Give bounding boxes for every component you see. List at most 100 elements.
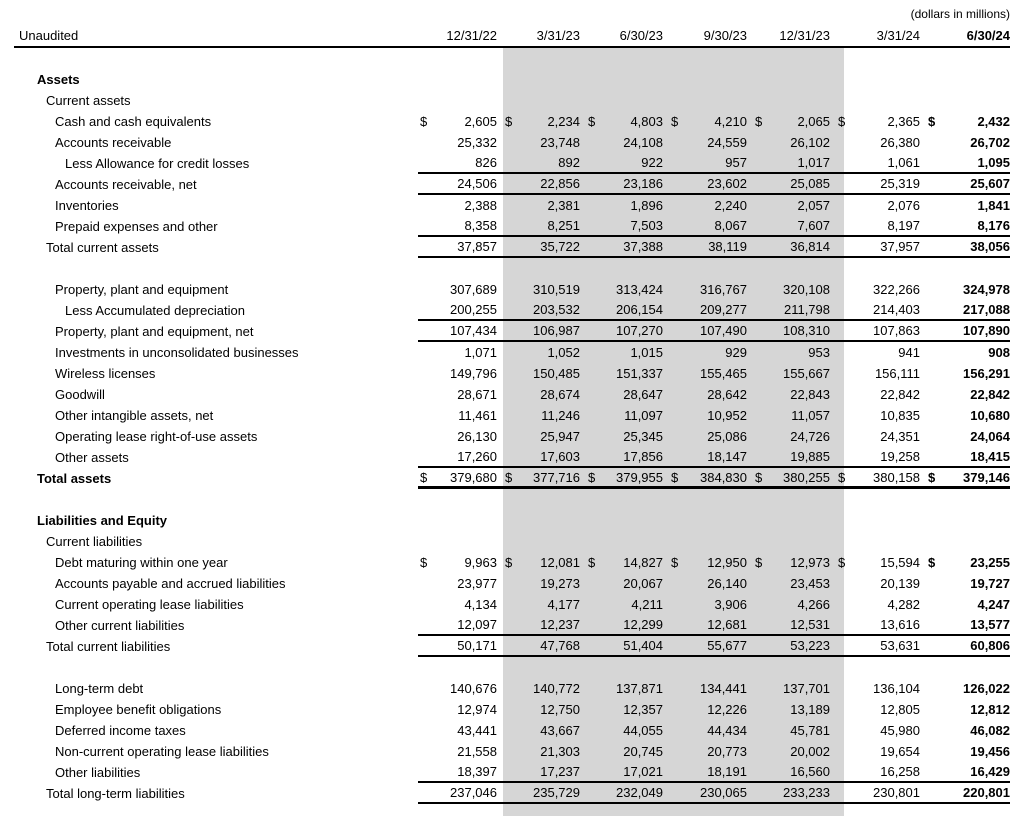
- cell-value: 20,745: [623, 744, 663, 759]
- cell-value: 4,803: [630, 114, 663, 129]
- table-body: Assets Current assets Cash and cash equiva…: [14, 48, 1010, 804]
- value-cell: 1,015: [586, 342, 663, 363]
- value-cell: 12,531: [753, 615, 830, 634]
- row-values: 826 892 922 957 1,017 1,061 1,095: [418, 153, 1010, 174]
- dollar-sign: $: [928, 114, 936, 129]
- value-cell: [836, 48, 920, 69]
- value-cell: [669, 90, 747, 111]
- value-cell: [586, 510, 663, 531]
- cell-value: 47,768: [540, 638, 580, 653]
- cell-value: 19,885: [790, 449, 830, 464]
- row-values: 1,071 1,052 1,015 929 953 941 908: [418, 342, 1010, 363]
- cell-value: 320,108: [783, 282, 830, 297]
- row-label: Non-current operating lease liabilities: [55, 744, 269, 759]
- table-row: Investments in unconsolidated businesses…: [14, 342, 1010, 363]
- value-cell: 3,906: [669, 594, 747, 615]
- dollar-sign: $: [755, 114, 763, 129]
- cell-value: 1,095: [977, 155, 1010, 170]
- cell-value: 12,531: [790, 617, 830, 632]
- cell-value: 11,057: [791, 408, 830, 423]
- value-cell: $12,081: [503, 552, 580, 573]
- cell-value: 24,351: [880, 429, 920, 444]
- row-values: $9,963 $12,081 $14,827 $12,950 $12,973 $15,59…: [418, 552, 1010, 573]
- cell-value: 214,403: [873, 302, 920, 317]
- value-cell: [418, 531, 497, 552]
- spacer-row: [14, 258, 1010, 279]
- value-cell: [753, 69, 830, 90]
- row-values: $379,680 $377,716 $379,955 $384,830 $380,255…: [418, 468, 1010, 489]
- value-cell: 2,240: [669, 195, 747, 216]
- cell-value: 150,485: [533, 366, 580, 381]
- table-row: Long-term debt 140,676 140,772 137,871 134,4…: [14, 678, 1010, 699]
- cell-value: 24,726: [790, 429, 830, 444]
- cell-value: 233,233: [783, 785, 830, 800]
- value-cell: 45,781: [753, 720, 830, 741]
- value-cell: $377,716: [503, 468, 580, 486]
- value-cell: 11,246: [503, 405, 580, 426]
- value-cell: [836, 510, 920, 531]
- spacer-row: [14, 657, 1010, 678]
- cell-value: 44,434: [707, 723, 747, 738]
- row-label: Total assets: [37, 471, 112, 486]
- table-row: Other current liabilities 12,097 12,237 12,…: [14, 615, 1010, 636]
- cell-value: 11,461: [458, 408, 497, 423]
- row-values: [418, 531, 1010, 552]
- value-cell: 1,095: [926, 153, 1010, 172]
- row-label: Long-term debt: [55, 681, 144, 696]
- cell-value: 379,146: [963, 469, 1010, 485]
- row-label: Other current liabilities: [55, 618, 185, 633]
- value-cell: 107,270: [586, 321, 663, 340]
- cell-value: 12,973: [790, 555, 830, 570]
- value-cell: 23,977: [418, 573, 497, 594]
- cell-value: 20,773: [707, 744, 747, 759]
- value-cell: $384,830: [669, 468, 747, 486]
- row-values: 149,796 150,485 151,337 155,465 155,667 156,1…: [418, 363, 1010, 384]
- cell-value: 7,607: [797, 218, 830, 233]
- value-cell: 156,111: [836, 363, 920, 384]
- value-cell: [418, 48, 497, 69]
- value-cell: 19,654: [836, 741, 920, 762]
- value-cell: [753, 48, 830, 69]
- table-row: Less Allowance for credit losses 826 892 92…: [14, 153, 1010, 174]
- row-values: 17,260 17,603 17,856 18,147 19,885 19,258 18,4…: [418, 447, 1010, 468]
- cell-value: 17,260: [457, 449, 497, 464]
- table-row: Employee benefit obligations 12,974 12,750…: [14, 699, 1010, 720]
- value-cell: $14,827: [586, 552, 663, 573]
- value-cell: [503, 531, 580, 552]
- value-cell: [836, 258, 920, 279]
- cell-value: 313,424: [616, 282, 663, 297]
- value-cell: [926, 489, 1010, 510]
- value-cell: 23,602: [669, 174, 747, 193]
- row-values: 237,046 235,729 232,049 230,065 233,233 230,8…: [418, 783, 1010, 804]
- column-header: 9/30/23: [703, 28, 747, 43]
- value-cell: [926, 657, 1010, 678]
- value-cell: [418, 258, 497, 279]
- table-row: Liabilities and Equity: [14, 510, 1010, 531]
- value-cell: 23,453: [753, 573, 830, 594]
- value-cell: [669, 69, 747, 90]
- row-label: Accounts receivable: [55, 135, 172, 150]
- value-cell: 310,519: [503, 279, 580, 300]
- value-cell: 24,351: [836, 426, 920, 447]
- value-cell: 11,461: [418, 405, 497, 426]
- cell-value: 23,186: [623, 176, 663, 191]
- value-cell: 38,119: [669, 237, 747, 256]
- row-values: 8,358 8,251 7,503 8,067 7,607 8,197 8,176: [418, 216, 1010, 237]
- table-row: Wireless licenses 149,796 150,485 151,337 15…: [14, 363, 1010, 384]
- cell-value: 2,234: [547, 114, 580, 129]
- value-cell: 10,952: [669, 405, 747, 426]
- value-cell: 55,677: [669, 636, 747, 655]
- value-cell: [669, 489, 747, 510]
- cell-value: 23,255: [970, 555, 1010, 570]
- row-label: Inventories: [55, 198, 119, 213]
- cell-value: 220,801: [963, 785, 1010, 800]
- value-cell: [418, 69, 497, 90]
- cell-value: 13,616: [880, 617, 920, 632]
- table-row: Goodwill 28,671 28,674 28,647 28,642 22,843 22…: [14, 384, 1010, 405]
- cell-value: 108,310: [783, 323, 830, 338]
- cell-value: 17,856: [623, 449, 663, 464]
- value-cell: 11,057: [753, 405, 830, 426]
- cell-value: 26,140: [707, 576, 747, 591]
- cell-value: 8,358: [464, 218, 497, 233]
- value-cell: $2,605: [418, 111, 497, 132]
